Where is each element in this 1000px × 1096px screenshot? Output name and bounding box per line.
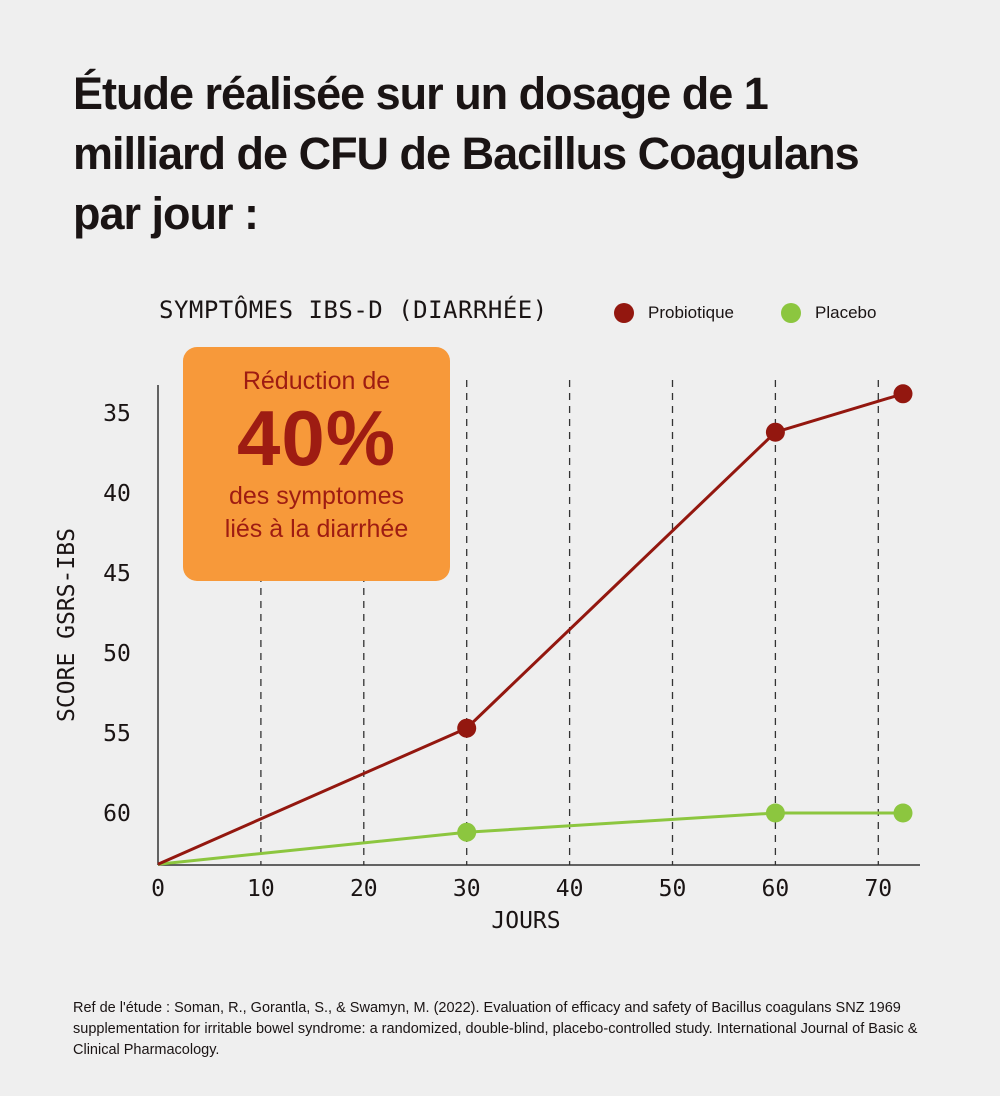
legend-probiotique: Probiotique: [614, 303, 734, 323]
reference-text: Ref de l'étude : Soman, R., Gorantla, S.…: [73, 1000, 918, 1058]
series-line-placebo: [157, 811, 903, 866]
data-point-placebo: [893, 803, 913, 823]
x-axis-label: JOURS: [491, 908, 560, 934]
data-point-probiotique: [457, 718, 477, 738]
callout-box: Réduction de 40% des symptomes liés à la…: [183, 347, 450, 581]
data-point-probiotique: [765, 422, 785, 442]
callout-line4: liés à la diarrhée: [224, 515, 409, 543]
x-tick-label: 0: [151, 876, 165, 902]
legend-label: Placebo: [815, 303, 877, 322]
x-tick-label: 20: [350, 876, 378, 902]
legend-label: Probiotique: [648, 303, 735, 322]
x-tick-label: 60: [762, 876, 790, 902]
x-tick-label: 50: [659, 876, 687, 902]
y-tick-label: 60: [103, 801, 131, 827]
data-point-placebo: [765, 803, 785, 823]
data-point-placebo: [457, 822, 477, 842]
x-tick-label: 70: [864, 876, 892, 902]
y-tick-label: 45: [103, 561, 131, 587]
x-tick-label: 10: [247, 876, 275, 902]
y-axis-label: SCORE GSRS-IBS: [54, 528, 80, 722]
legend-placebo: Placebo: [781, 303, 876, 323]
y-tick-label: 35: [103, 401, 131, 427]
y-tick-label: 55: [103, 721, 131, 747]
legend-dot-icon: [614, 303, 634, 323]
page-title: Étude réalisée sur un dosage de 1 millia…: [73, 68, 860, 239]
x-tick-label: 30: [453, 876, 481, 902]
data-point-probiotique: [893, 384, 913, 404]
x-tick-label: 40: [556, 876, 584, 902]
legend-dot-icon: [781, 303, 801, 323]
y-tick-label: 50: [103, 641, 131, 667]
series-line-probiotique: [157, 392, 904, 866]
callout-value: 40%: [236, 394, 397, 482]
callout-line3: des symptomes: [228, 482, 405, 510]
y-tick-label: 40: [103, 481, 131, 507]
chart-title: SYMPTÔMES IBS-D (DIARRHÉE): [159, 296, 548, 324]
callout-line1: Réduction de: [242, 367, 391, 395]
